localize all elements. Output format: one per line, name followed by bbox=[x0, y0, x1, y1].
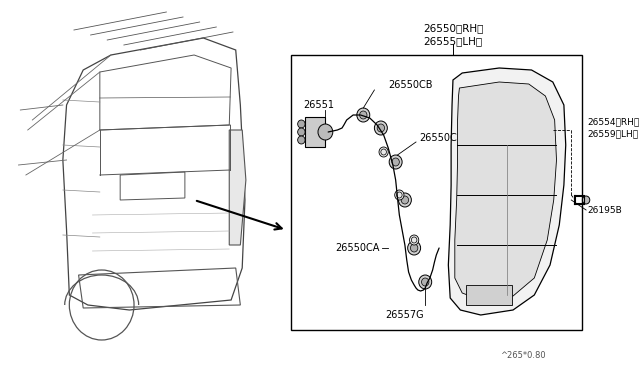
Circle shape bbox=[298, 128, 305, 136]
Text: 26550CB: 26550CB bbox=[388, 80, 433, 90]
Text: 26550CA: 26550CA bbox=[335, 243, 380, 253]
Circle shape bbox=[392, 158, 399, 166]
Circle shape bbox=[379, 147, 388, 157]
Polygon shape bbox=[229, 130, 246, 245]
Circle shape bbox=[399, 193, 412, 207]
Circle shape bbox=[401, 196, 408, 204]
Text: 26551: 26551 bbox=[303, 100, 335, 110]
Circle shape bbox=[374, 121, 387, 135]
Circle shape bbox=[377, 124, 385, 132]
Circle shape bbox=[395, 190, 404, 200]
Circle shape bbox=[389, 155, 402, 169]
Text: 26550〈RH〉: 26550〈RH〉 bbox=[423, 23, 483, 33]
Circle shape bbox=[318, 124, 333, 140]
Bar bbox=[466, 285, 512, 305]
Text: ^265*0.80: ^265*0.80 bbox=[500, 350, 545, 359]
Bar bbox=[291, 55, 582, 330]
Text: 26195B: 26195B bbox=[587, 205, 621, 215]
Bar bbox=[305, 117, 325, 147]
Circle shape bbox=[298, 120, 305, 128]
Circle shape bbox=[357, 108, 370, 122]
Circle shape bbox=[410, 235, 419, 245]
Text: 26555〈LH〉: 26555〈LH〉 bbox=[424, 36, 483, 46]
Circle shape bbox=[422, 278, 429, 286]
Circle shape bbox=[410, 244, 418, 252]
Circle shape bbox=[298, 136, 305, 144]
Circle shape bbox=[408, 241, 420, 255]
Text: 26554〈RH〉: 26554〈RH〉 bbox=[587, 118, 639, 126]
Polygon shape bbox=[455, 82, 557, 300]
Circle shape bbox=[582, 196, 590, 204]
Text: 26557G: 26557G bbox=[385, 310, 424, 320]
Polygon shape bbox=[449, 68, 566, 315]
Text: 26559〈LH〉: 26559〈LH〉 bbox=[587, 129, 638, 138]
Circle shape bbox=[360, 111, 367, 119]
Circle shape bbox=[419, 275, 432, 289]
Text: 26550C: 26550C bbox=[419, 133, 456, 143]
